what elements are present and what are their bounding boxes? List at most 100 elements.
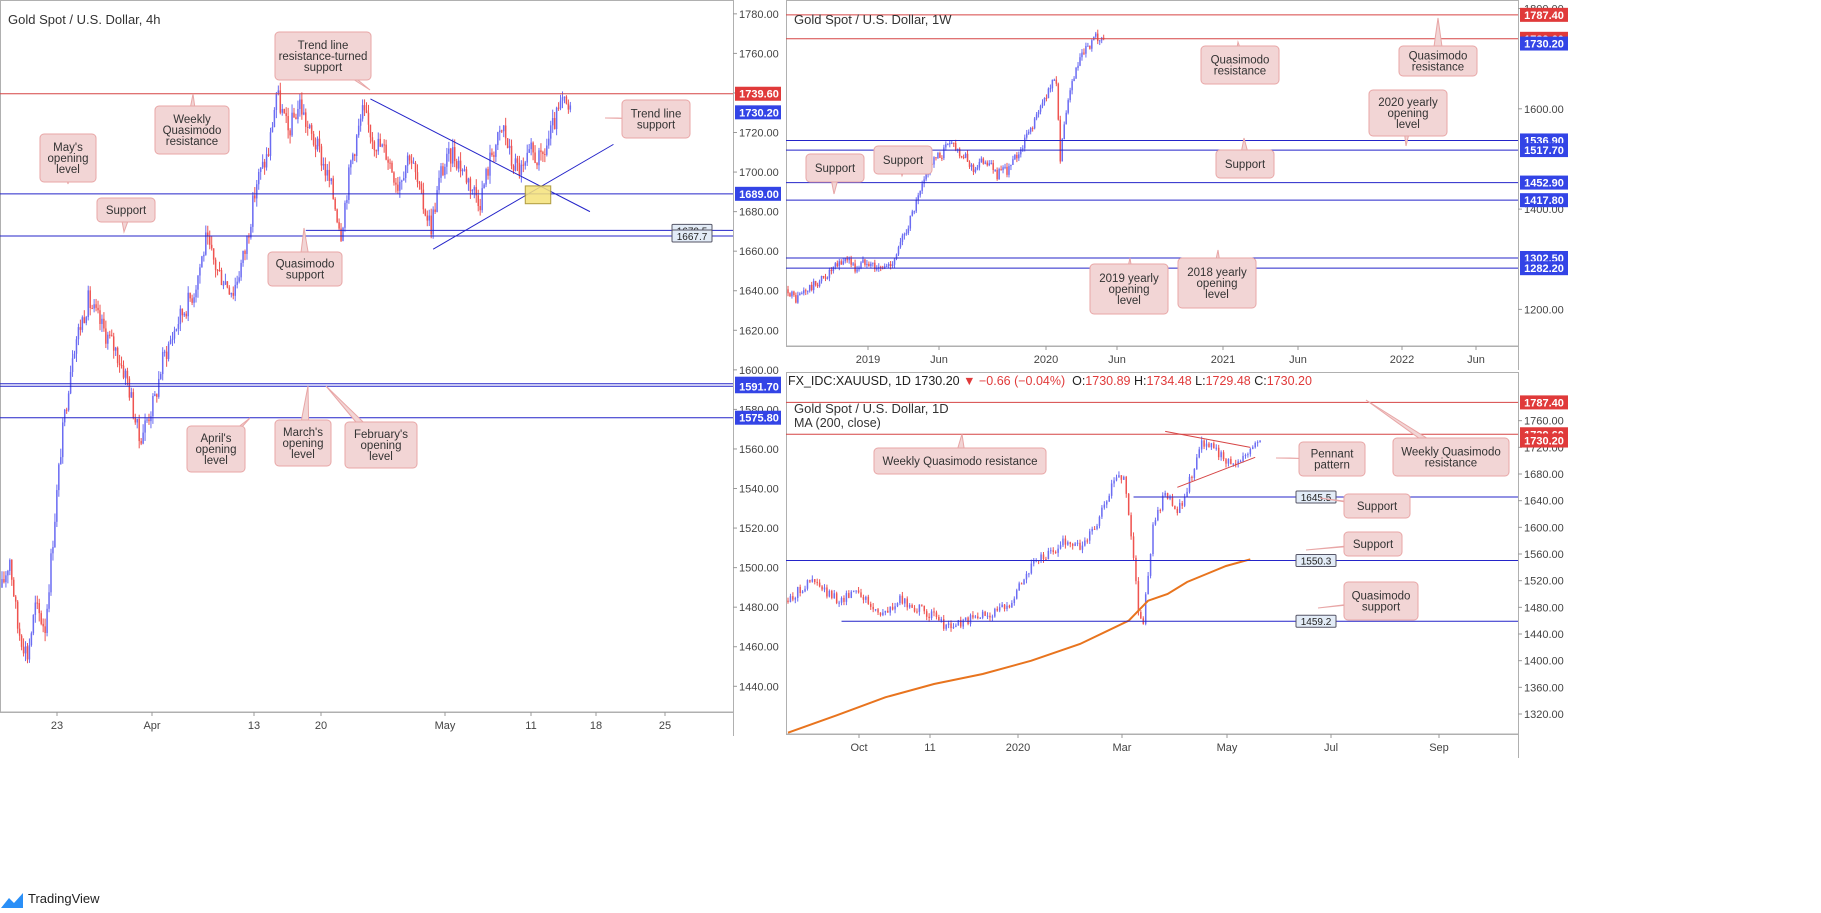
candle-body	[874, 609, 877, 611]
level-price-box-label: 1645.5	[1301, 493, 1332, 504]
candle-body	[1023, 579, 1025, 585]
candle-body	[154, 394, 156, 396]
candle-body	[48, 592, 50, 609]
candle-body	[1106, 501, 1108, 505]
candle-body	[925, 611, 928, 617]
candle-body	[828, 590, 831, 597]
candle-body	[950, 623, 952, 629]
candle-body	[169, 340, 172, 344]
candle-body	[404, 165, 407, 179]
chart-4h-canvas[interactable]: 1780.001760.001740.001720.001700.001680.…	[0, 0, 781, 736]
candle-body	[917, 195, 919, 201]
candle-body	[383, 144, 385, 146]
candle-body	[947, 144, 949, 146]
x-tick-label: Jun	[930, 354, 948, 366]
candle-body	[805, 290, 807, 292]
candle-body	[904, 598, 906, 604]
candle-body	[1089, 45, 1091, 49]
candle-body	[1054, 551, 1057, 553]
x-tick-label: 2020	[1006, 742, 1030, 754]
candle-body	[1013, 598, 1016, 603]
candle-body	[34, 602, 37, 615]
candle-body	[1115, 477, 1118, 481]
candle-body	[1015, 590, 1018, 599]
candle-body	[978, 161, 981, 168]
chart-1d-canvas[interactable]: 1760.001720.001680.001640.001600.001560.…	[786, 372, 1821, 758]
candle-body	[869, 603, 872, 607]
candle-body	[297, 108, 299, 120]
low-value: 1729.48	[1205, 374, 1251, 388]
candle-body	[789, 293, 791, 297]
chart-4h[interactable]: 1780.001760.001740.001720.001700.001680.…	[0, 0, 781, 736]
price-tag-label: 1591.70	[739, 381, 779, 393]
candle-body	[962, 157, 965, 159]
price-tag-label: 1787.40	[1524, 10, 1564, 22]
candle-body	[928, 616, 930, 619]
candle-body	[940, 619, 943, 621]
candle-body	[24, 646, 27, 654]
candle-body	[101, 318, 103, 324]
candle-body	[69, 371, 72, 394]
candle-body	[899, 241, 902, 248]
y-tick-label: 1460.00	[739, 642, 779, 654]
candle-body	[499, 130, 501, 133]
candle-body	[903, 233, 906, 236]
y-tick-label: 1480.00	[739, 602, 779, 614]
candle-body	[969, 615, 972, 624]
price-tag	[735, 410, 781, 425]
candle-body	[821, 586, 823, 590]
candle-body	[1213, 443, 1215, 449]
chart-1w[interactable]: 1800.001600.001400.001200.002019Jun2020J…	[786, 0, 1821, 370]
candle-body	[208, 236, 211, 245]
candle-body	[344, 202, 346, 228]
candle-body	[1208, 443, 1210, 448]
candle-body	[1113, 480, 1115, 484]
candle-body	[923, 179, 925, 184]
callout-box	[1298, 441, 1366, 477]
candle-body	[1081, 52, 1083, 58]
indicator-label: MA (200, close)	[794, 416, 881, 430]
candle-body	[218, 269, 221, 271]
candle-body	[87, 290, 89, 318]
level-price-box-label: 1550.3	[1301, 556, 1332, 567]
callout-box	[1177, 257, 1257, 309]
candle-body	[1033, 118, 1036, 129]
candle-body	[1000, 169, 1002, 171]
candle-body	[1081, 545, 1084, 550]
candle-body	[1084, 540, 1086, 546]
candle-body	[7, 570, 9, 576]
price-tag	[1520, 143, 1568, 158]
candle-body	[397, 184, 399, 191]
candle-body	[1031, 128, 1034, 130]
candle-body	[1085, 46, 1087, 54]
level-price-box	[671, 229, 713, 243]
candle-body	[540, 150, 542, 153]
price-tag-label: 1730.20	[1524, 436, 1564, 448]
candle-body	[835, 593, 838, 604]
chart-1w-canvas[interactable]: 1800.001600.001400.001200.002019Jun2020J…	[786, 0, 1821, 370]
candle-body	[1067, 542, 1069, 545]
candle-body	[546, 145, 548, 155]
candle-body	[968, 161, 971, 167]
candle-body	[236, 281, 238, 285]
candle-body	[1095, 33, 1097, 37]
candle-body	[1191, 476, 1193, 478]
callout-box	[873, 447, 1047, 475]
price-tag	[735, 86, 781, 101]
candle-body	[46, 608, 48, 634]
candle-body	[226, 281, 229, 288]
candle-body	[794, 597, 797, 600]
candle-body	[939, 153, 941, 158]
candle-body	[271, 126, 274, 133]
level-price-box	[1295, 614, 1337, 628]
candle-body	[905, 233, 908, 235]
callout-text: Pennant pattern	[1311, 449, 1355, 472]
candle-body	[1215, 447, 1218, 449]
candle-body	[354, 154, 356, 157]
chart-1d[interactable]: 1760.00 1720.00 1680.00 1640.00 1600.00 1560.…	[786, 372, 1821, 758]
candle-body	[559, 100, 562, 109]
candle-body	[1037, 111, 1040, 115]
candle-body	[854, 263, 856, 272]
candle-body	[1050, 550, 1052, 552]
candle-body	[528, 149, 530, 153]
